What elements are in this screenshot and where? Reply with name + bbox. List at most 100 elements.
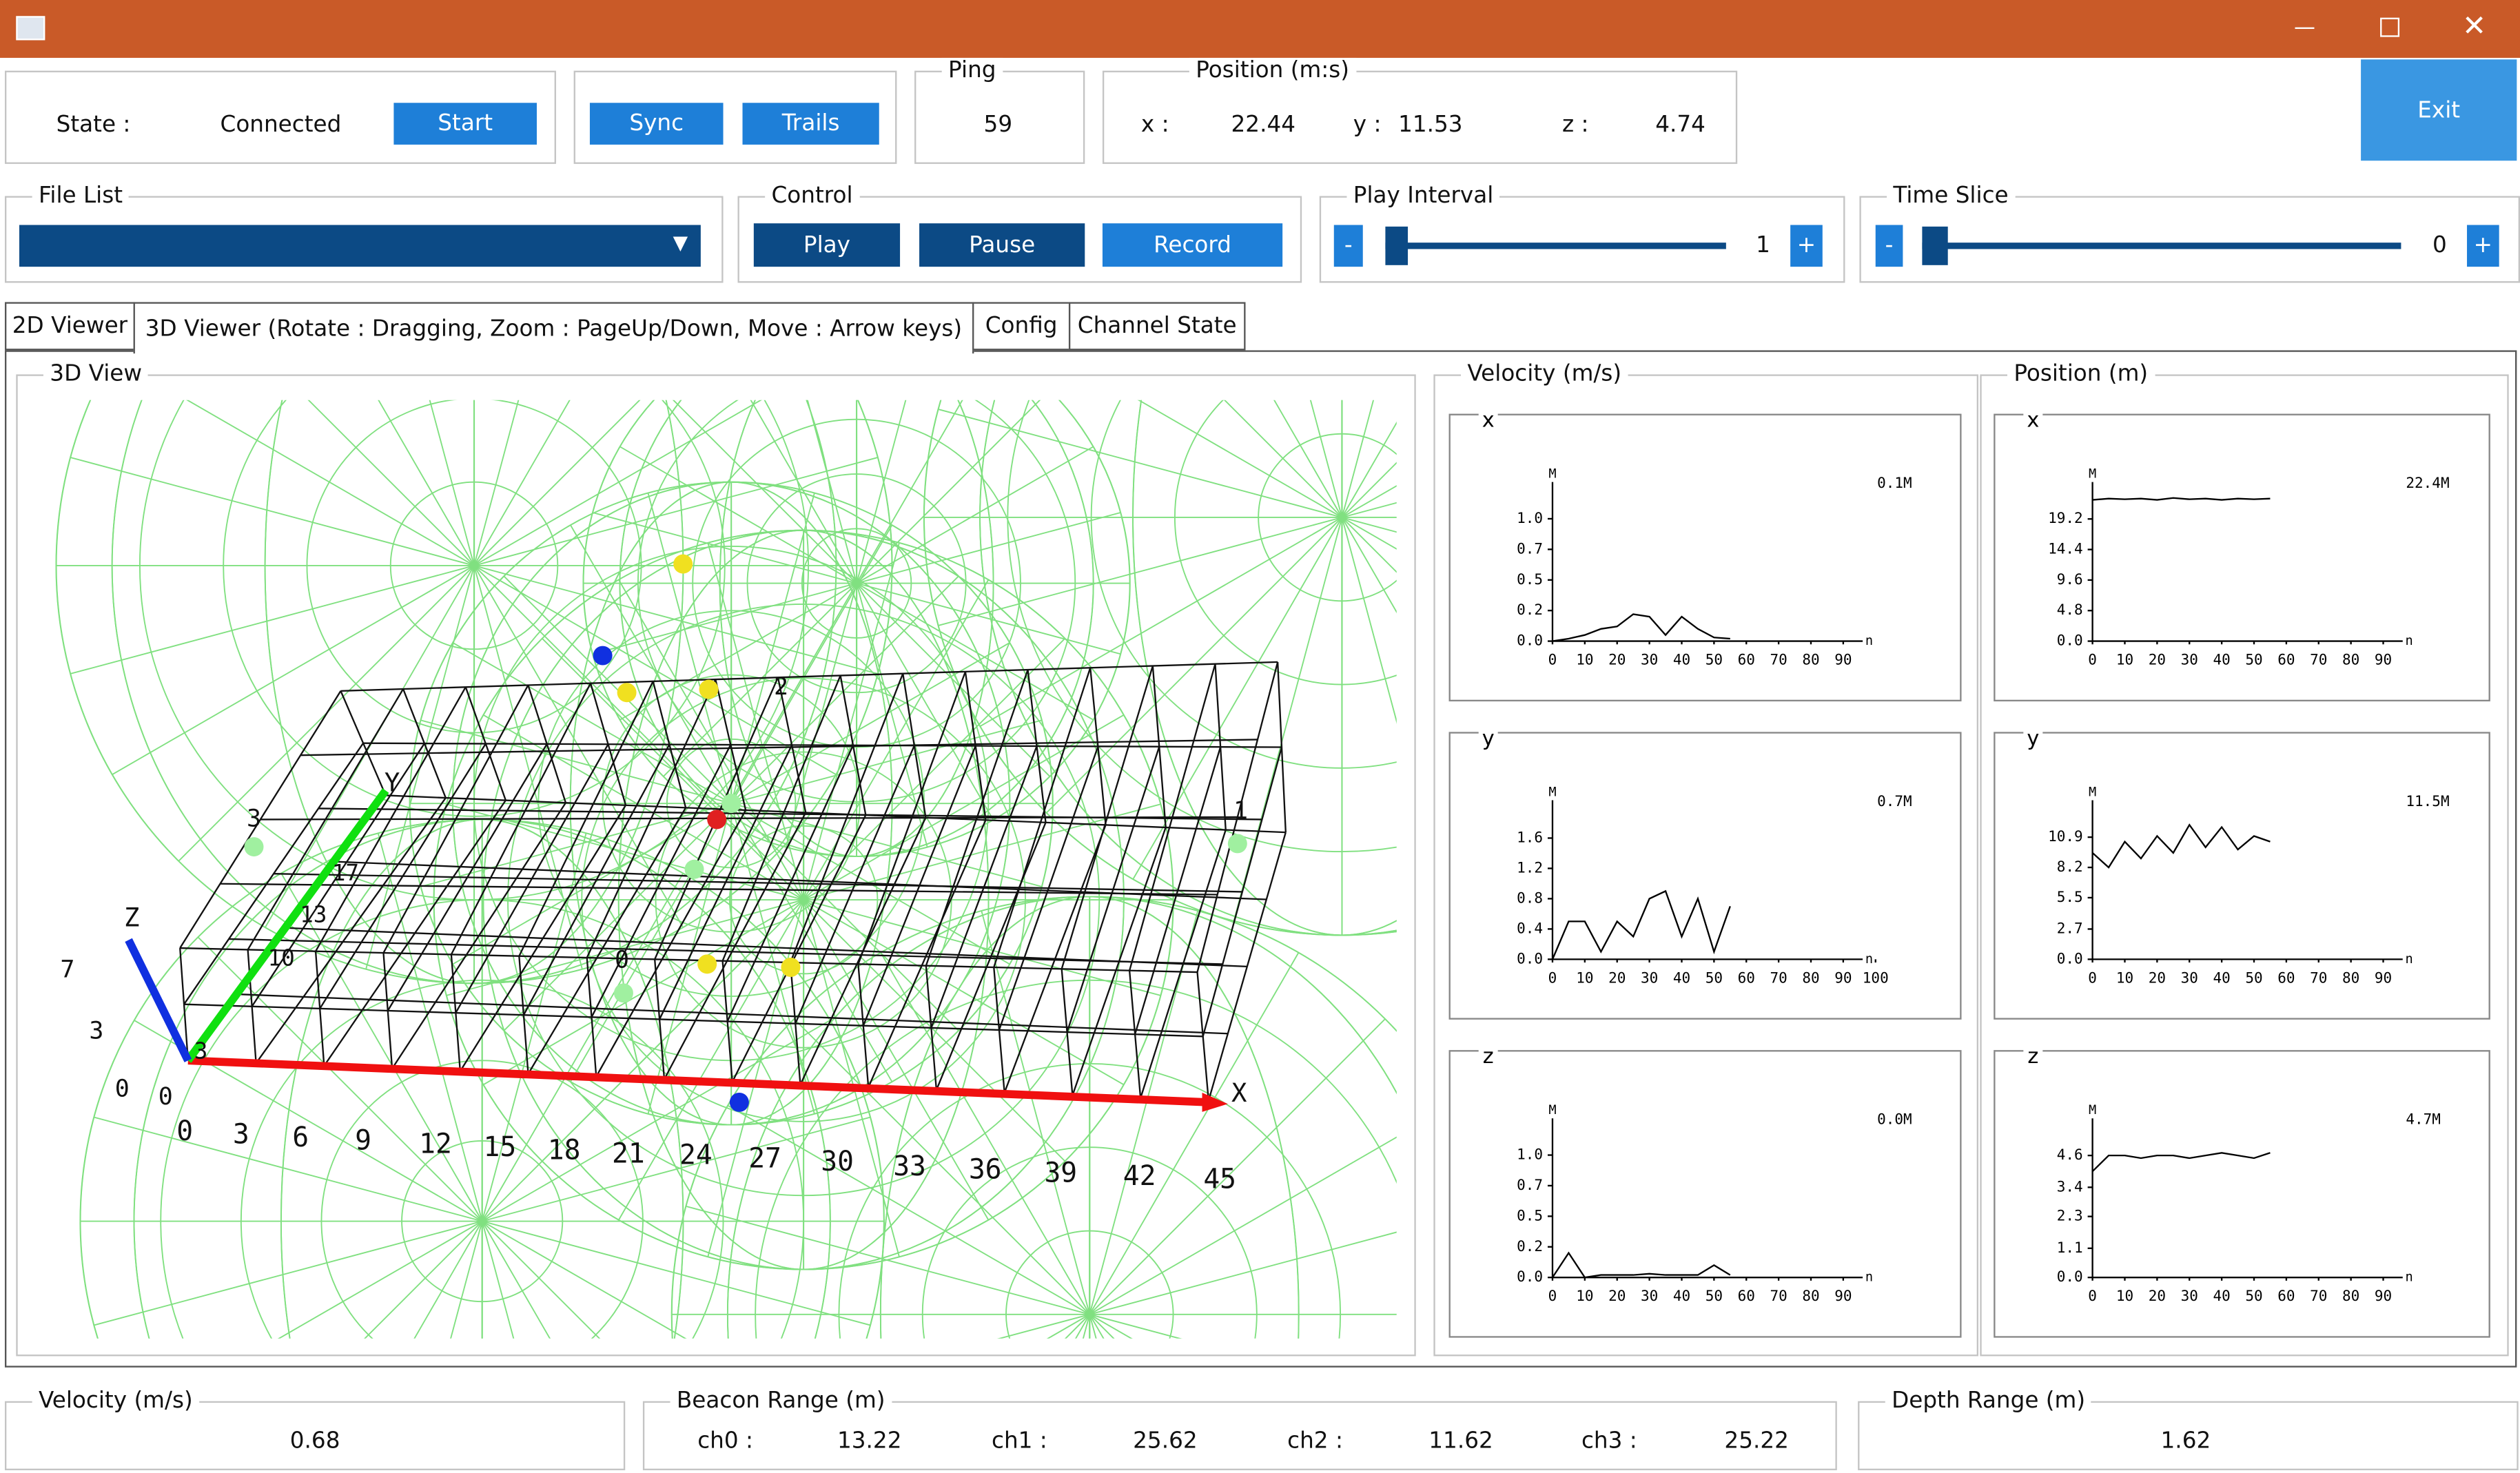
y-tick-label: 4.8 bbox=[2057, 601, 2083, 618]
group-title: Position (m:s) bbox=[1189, 57, 1356, 84]
view-label: 45 bbox=[1203, 1164, 1236, 1195]
sphere-spoke bbox=[981, 910, 1091, 1315]
plot-label-bg bbox=[2023, 411, 2043, 422]
view-label: Y bbox=[385, 768, 400, 798]
data-line bbox=[1551, 1251, 1731, 1279]
grid-edge bbox=[925, 669, 1029, 967]
sync-button[interactable]: Sync bbox=[589, 103, 724, 145]
grid-edge bbox=[789, 962, 801, 1085]
sphere-spoke bbox=[803, 803, 1161, 900]
grid-edge bbox=[247, 688, 404, 950]
sphere-spoke bbox=[1341, 517, 1397, 573]
grid-edge bbox=[518, 956, 529, 1074]
sphere-spoke bbox=[482, 1220, 687, 1339]
view-label: 7 bbox=[60, 956, 74, 984]
grid-edge bbox=[789, 673, 904, 963]
state-group bbox=[4, 70, 556, 164]
button-label: Record bbox=[1154, 232, 1231, 258]
minus-button[interactable]: - bbox=[1333, 225, 1363, 267]
sphere-spoke bbox=[803, 899, 1125, 1086]
x-tick-label: 70 bbox=[1770, 1288, 1787, 1304]
velocity-value: 0.68 bbox=[289, 1428, 340, 1454]
x-value: 22.44 bbox=[1231, 112, 1296, 138]
x-tick-label: 0 bbox=[2088, 969, 2097, 986]
y-tick-label: 1.0 bbox=[1517, 510, 1543, 526]
play-button[interactable]: Play bbox=[753, 223, 901, 267]
y-tick-label: 2.3 bbox=[2057, 1208, 2083, 1224]
sphere-spoke bbox=[112, 565, 475, 775]
trails-button[interactable]: Trails bbox=[742, 103, 879, 145]
view-label: 3 bbox=[247, 805, 261, 832]
grid-edge bbox=[586, 679, 717, 958]
sphere-spoke bbox=[277, 1220, 483, 1339]
y-tick-label: 10.9 bbox=[2048, 828, 2083, 845]
pause-button[interactable]: Pause bbox=[919, 223, 1085, 267]
grid-edge bbox=[654, 959, 666, 1080]
file-dropdown[interactable]: ▼ bbox=[19, 225, 701, 267]
grid-edge bbox=[659, 744, 793, 1020]
minimize-button[interactable] bbox=[2295, 27, 2315, 29]
view-label: 6 bbox=[292, 1122, 309, 1153]
plot-frame bbox=[1994, 1050, 2490, 1338]
sphere-spoke bbox=[938, 517, 1342, 626]
minus-button[interactable]: - bbox=[1875, 225, 1903, 267]
grid-edge bbox=[839, 675, 867, 816]
grid-edge bbox=[1276, 661, 1287, 833]
tab[interactable]: Config bbox=[972, 302, 1071, 351]
slider-thumb[interactable] bbox=[1385, 226, 1408, 265]
sphere-spoke bbox=[1089, 1313, 1182, 1339]
grid-edge bbox=[314, 951, 325, 1067]
sphere-spoke bbox=[481, 1221, 551, 1339]
plus-button[interactable]: + bbox=[2467, 225, 2499, 267]
sphere-spoke bbox=[1342, 517, 1397, 533]
sphere-spoke bbox=[1089, 1314, 1115, 1339]
sphere-spoke bbox=[542, 638, 804, 900]
close-button[interactable]: ✕ bbox=[2462, 9, 2487, 43]
control-group: Control bbox=[737, 183, 1302, 283]
sphere-spoke bbox=[473, 565, 684, 928]
tab[interactable]: Channel State bbox=[1068, 302, 1246, 351]
grid-edge bbox=[237, 993, 1228, 1035]
sphere-spoke bbox=[473, 565, 837, 775]
view-label: 42 bbox=[1123, 1160, 1156, 1192]
time-slice-group: Time Slice bbox=[1859, 183, 2520, 283]
grid-edge bbox=[179, 947, 189, 1061]
exit-button[interactable]: Exit bbox=[2361, 59, 2517, 161]
sphere-spoke bbox=[856, 512, 1121, 584]
button-label: Trails bbox=[781, 110, 840, 137]
x-tick-label: 40 bbox=[2213, 969, 2230, 986]
x-tick-label: 0 bbox=[1548, 969, 1557, 986]
grid-edge bbox=[450, 683, 592, 955]
grid-edge bbox=[518, 681, 654, 957]
sphere-spoke bbox=[473, 565, 878, 674]
sphere-spoke bbox=[803, 899, 900, 1257]
button-label: - bbox=[1885, 233, 1894, 259]
sphere-spoke bbox=[446, 899, 804, 996]
x-tick-label: 70 bbox=[2310, 969, 2327, 986]
y-tick-label: 0.4 bbox=[1517, 920, 1543, 936]
x-tick-label: 80 bbox=[1802, 652, 1819, 668]
y-value: 11.53 bbox=[1398, 112, 1463, 138]
tab-selected[interactable]: 3D Viewer (Rotate : Dragging, Zoom : Pag… bbox=[133, 302, 974, 354]
depth-range-group: Depth Range (m) bbox=[1858, 1388, 2519, 1471]
button-label: - bbox=[1344, 233, 1353, 259]
group-title: Ping bbox=[941, 57, 1003, 84]
slider-thumb[interactable] bbox=[1922, 226, 1948, 265]
plot-label: x bbox=[1482, 409, 1495, 433]
record-button[interactable]: Record bbox=[1102, 223, 1283, 267]
x-unit: n bbox=[2405, 634, 2413, 648]
y-tick-label: 0.7 bbox=[1517, 1177, 1543, 1193]
tab[interactable]: 2D Viewer bbox=[4, 302, 135, 351]
grid-edge bbox=[319, 743, 486, 1009]
start-button[interactable]: Start bbox=[393, 103, 537, 145]
y-tick-label: 0.2 bbox=[1517, 601, 1543, 618]
sphere-spoke bbox=[481, 873, 684, 1222]
maximize-button[interactable] bbox=[2380, 17, 2400, 37]
readout: 4.7M bbox=[2406, 1111, 2441, 1128]
sphere-spoke bbox=[186, 400, 475, 566]
y-tick-label: 0.7 bbox=[1517, 540, 1543, 557]
plus-button[interactable]: + bbox=[1790, 225, 1823, 267]
x-tick-label: 80 bbox=[2342, 1288, 2359, 1304]
